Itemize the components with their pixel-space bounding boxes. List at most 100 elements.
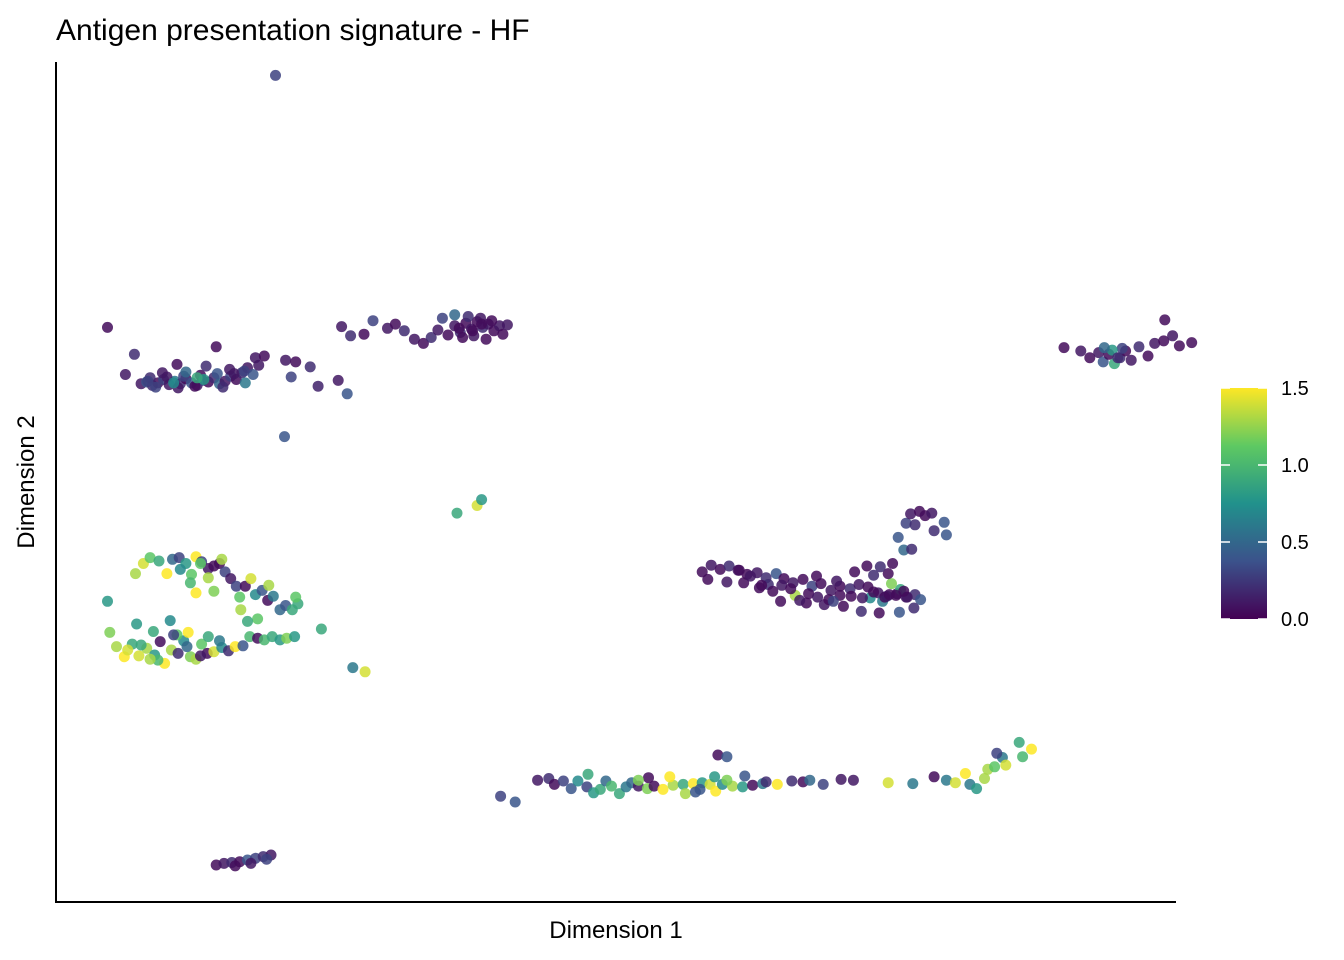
scatter-point xyxy=(991,747,1003,759)
scatter-point xyxy=(907,778,919,790)
scatter-point xyxy=(280,354,292,366)
point-cluster xyxy=(733,564,913,607)
scatter-point xyxy=(442,329,454,341)
scatter-point xyxy=(111,641,122,653)
scatter-point xyxy=(229,860,241,872)
scatter-point xyxy=(949,777,961,789)
scatter-point xyxy=(495,790,507,802)
scatter-point xyxy=(216,553,228,565)
scatter-point xyxy=(453,322,465,334)
scatter-point xyxy=(940,774,952,786)
scatter-point xyxy=(565,783,577,795)
scatter-point xyxy=(186,568,197,580)
scatter-point xyxy=(332,374,344,386)
scatter-point xyxy=(171,358,183,370)
scatter-point xyxy=(594,783,606,795)
scatter-point xyxy=(432,324,444,336)
scatter-point xyxy=(643,772,654,784)
scatter-point xyxy=(238,365,250,377)
scatter-point xyxy=(900,517,912,529)
scatter-point xyxy=(156,367,168,379)
scatter-point xyxy=(721,576,733,588)
scatter-point xyxy=(245,857,257,869)
x-axis-label: Dimension 1 xyxy=(549,917,682,944)
scatter-point xyxy=(102,595,113,607)
scatter-point xyxy=(1075,345,1087,357)
scatter-point xyxy=(408,333,420,345)
scatter-point xyxy=(989,761,1001,773)
scatter-point xyxy=(315,623,327,635)
scatter-point xyxy=(341,388,353,400)
scatter-point xyxy=(803,588,815,600)
scatter-point xyxy=(1159,314,1171,326)
point-cluster xyxy=(210,849,277,872)
scatter-point xyxy=(270,69,281,81)
scatter-point xyxy=(928,525,940,537)
point-cluster xyxy=(104,615,371,678)
scatter-point xyxy=(794,594,806,606)
scatter-point xyxy=(971,783,983,795)
scatter-point xyxy=(119,369,131,380)
scatter-point xyxy=(959,768,971,779)
scatter-point xyxy=(263,579,275,591)
scatter-point xyxy=(856,592,868,604)
scatter-point xyxy=(572,775,584,787)
scatter-point xyxy=(714,563,726,575)
scatter-point xyxy=(345,330,357,342)
scatter-point xyxy=(883,589,895,601)
scatter-point xyxy=(582,768,594,780)
scatter-point xyxy=(664,771,676,783)
scatter-point xyxy=(702,573,714,585)
scatter-point xyxy=(898,544,910,556)
colorbar-ticks: 0.0 0.5 1.0 1.5 xyxy=(1221,378,1309,631)
scatter-point xyxy=(214,635,225,647)
scatter-point xyxy=(853,579,865,590)
scatter-point xyxy=(202,572,214,584)
scatter-point xyxy=(845,590,857,602)
scatter-point xyxy=(892,531,904,543)
scatter-point xyxy=(979,773,990,784)
scatter-point xyxy=(1000,759,1012,771)
scatter-point xyxy=(705,559,717,571)
scatter-point xyxy=(775,595,787,607)
scatter-point xyxy=(893,606,905,618)
scatter-point xyxy=(849,566,861,578)
scatter-point xyxy=(733,564,745,576)
scatter-point xyxy=(191,372,203,384)
scatter-point xyxy=(144,653,156,665)
scatter-point xyxy=(122,644,134,656)
scatter-point xyxy=(182,626,194,638)
scatter-point xyxy=(195,650,206,662)
scatter-point xyxy=(247,369,259,380)
scatter-point xyxy=(285,371,297,383)
scatter-point xyxy=(336,321,348,333)
scatter-point xyxy=(359,666,371,678)
scatter-point xyxy=(130,568,141,580)
scatter-point xyxy=(908,602,920,614)
scatter-point xyxy=(242,615,253,627)
scatter-point xyxy=(462,311,474,322)
colorbar-legend: 0.0 0.5 1.0 1.5 xyxy=(1221,378,1309,631)
scatter-point xyxy=(245,573,257,585)
scatter-point xyxy=(831,575,843,587)
scatter-point xyxy=(196,638,208,650)
scatter-point xyxy=(657,783,669,795)
scatter-point xyxy=(189,380,201,392)
point-cluster xyxy=(336,309,513,349)
scatter-point xyxy=(1098,342,1110,354)
scatter-point xyxy=(249,352,261,364)
scatter-point xyxy=(1084,352,1096,364)
scatter-point xyxy=(690,786,701,798)
scatter-point xyxy=(252,613,264,625)
scatter-point xyxy=(210,341,222,353)
scatter-point xyxy=(237,640,249,652)
scatter-point xyxy=(172,647,184,659)
colorbar-tick-label: 0.0 xyxy=(1281,609,1309,631)
scatter-point xyxy=(174,563,186,575)
scatter-point xyxy=(613,788,625,800)
scatter-point xyxy=(208,585,220,597)
scatter-point xyxy=(677,778,689,790)
scatter-point xyxy=(480,333,492,345)
scatter-point xyxy=(234,591,246,603)
